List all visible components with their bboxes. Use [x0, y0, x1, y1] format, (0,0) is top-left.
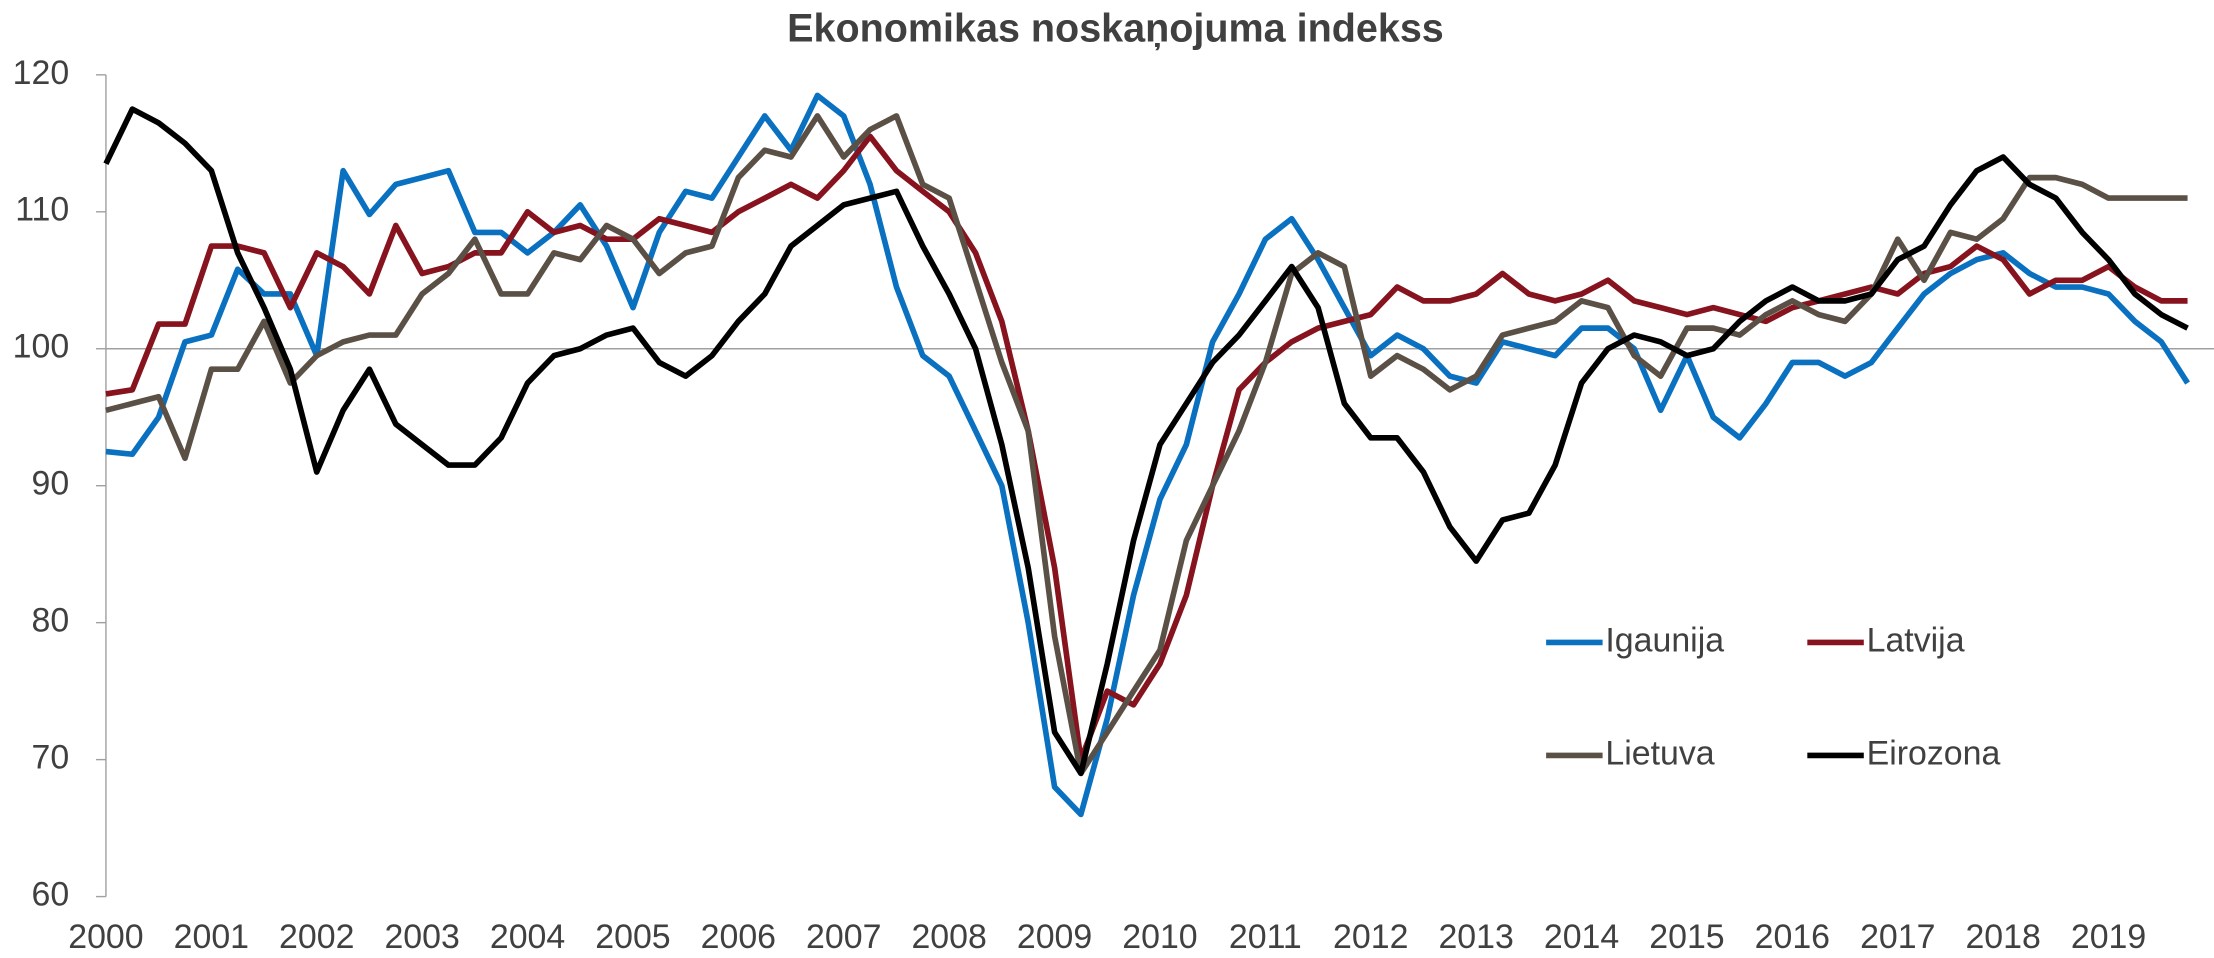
x-tick-label: 2017 [1860, 918, 1935, 956]
x-tick-label: 2014 [1544, 918, 1619, 956]
x-tick-label: 2008 [911, 918, 986, 956]
y-tick-label: 80 [32, 602, 70, 640]
series-line [105, 113, 2188, 777]
legend-label: Igaunija [1605, 621, 1724, 659]
x-tick-label: 2012 [1333, 918, 1408, 956]
x-tick-label: 2015 [1649, 918, 1724, 956]
x-tick-label: 2001 [174, 918, 249, 956]
y-tick-label: 110 [15, 191, 69, 229]
y-tick-label: 90 [32, 465, 70, 503]
x-tick-label: 2000 [68, 918, 143, 956]
x-tick-label: 2003 [384, 918, 459, 956]
x-tick-label: 2006 [701, 918, 776, 956]
y-tick-label: 70 [32, 739, 70, 777]
x-tick-label: 2009 [1017, 918, 1092, 956]
x-tick-label: 2002 [279, 918, 354, 956]
legend-label: Eirozona [1867, 734, 2001, 772]
x-tick-label: 2018 [1965, 918, 2040, 956]
x-tick-label: 2013 [1438, 918, 1513, 956]
x-tick-label: 2004 [490, 918, 565, 956]
y-tick-label: 60 [32, 876, 70, 914]
series-line [103, 106, 2189, 777]
x-tick-label: 2011 [1229, 918, 1302, 956]
y-tick-label: 100 [13, 328, 70, 366]
y-tick-label: 120 [13, 54, 70, 92]
legend-label: Lietuva [1605, 734, 1714, 772]
legend-label: Latvija [1867, 621, 1965, 659]
chart-title: Ekonomikas noskaņojuma indekss [787, 7, 1444, 51]
x-tick-label: 2007 [806, 918, 881, 956]
x-tick-label: 2010 [1122, 918, 1197, 956]
x-tick-label: 2016 [1755, 918, 1830, 956]
x-tick-label: 2019 [2071, 918, 2146, 956]
series-line [105, 92, 2190, 818]
x-tick-label: 2005 [595, 918, 670, 956]
